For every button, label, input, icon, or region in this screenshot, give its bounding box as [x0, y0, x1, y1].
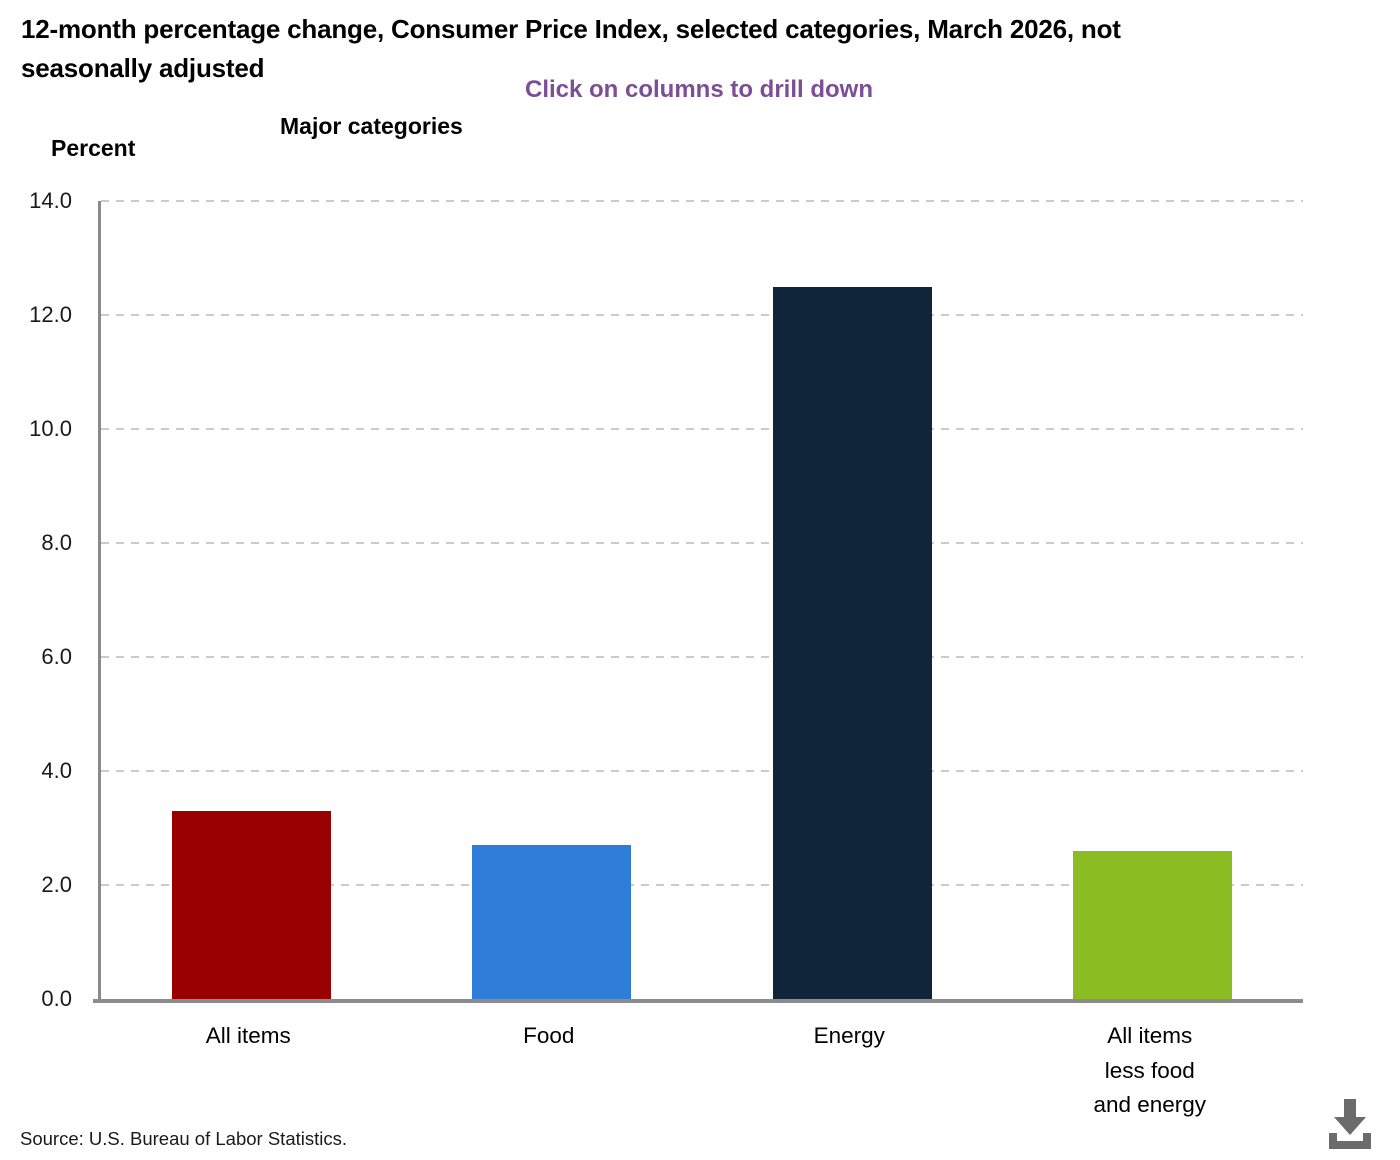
x-axis-category-labels: All items Food Energy All items less food a…	[98, 1019, 1300, 1129]
download-tray	[1329, 1133, 1371, 1149]
gridline-12.0	[101, 314, 1303, 316]
download-arrow-head	[1334, 1117, 1366, 1135]
x-axis-group-title: Major categories	[280, 113, 463, 139]
gridline-4.0	[101, 770, 1303, 772]
y-tick-label-2.0: 2.0	[41, 872, 72, 897]
y-tick-label-6.0: 6.0	[41, 644, 72, 669]
y-axis-title: Percent	[51, 135, 136, 161]
y-tick-label-10.0: 10.0	[29, 416, 72, 441]
y-tick-label-12.0: 12.0	[29, 302, 72, 327]
y-tick-label-0.0: 0.0	[41, 986, 72, 1011]
bar-food[interactable]	[472, 845, 632, 999]
gridline-2.0	[101, 884, 1303, 886]
y-tick-label-4.0: 4.0	[41, 758, 72, 783]
x-category-label-all-items-less-food-and-energy: All items less food and energy	[1093, 1023, 1207, 1117]
x-axis-line	[93, 999, 1303, 1003]
source-note: Source: U.S. Bureau of Labor Statistics.	[20, 1128, 347, 1149]
bar-all-items[interactable]	[171, 810, 331, 999]
y-tick-label-14.0: 14.0	[29, 188, 72, 213]
chart-title: 12-month percentage change, Consumer Pri…	[21, 14, 1121, 83]
chart-subtitle-drilldown-hint: Click on columns to drill down	[524, 76, 873, 103]
y-tick-label-8.0: 8.0	[41, 530, 72, 555]
y-axis-tick-labels: 0.0 2.0 4.0 6.0 8.0 10.0 12.0 14.0	[0, 188, 72, 1011]
bar-energy[interactable]	[772, 286, 932, 999]
gridline-8.0	[101, 542, 1303, 544]
x-category-label-all-items: All items	[205, 1023, 291, 1048]
bar-all-items-less-food-and-energy[interactable]	[1073, 850, 1233, 999]
download-icon[interactable]	[1325, 1097, 1375, 1151]
x-category-label-energy: Energy	[813, 1023, 885, 1048]
gridline-14.0	[101, 200, 1303, 202]
gridline-6.0	[101, 656, 1303, 658]
gridline-10.0	[101, 428, 1303, 430]
x-category-label-food: Food	[523, 1023, 575, 1048]
plot-area	[93, 200, 1303, 1003]
download-arrow-stem	[1344, 1099, 1356, 1118]
